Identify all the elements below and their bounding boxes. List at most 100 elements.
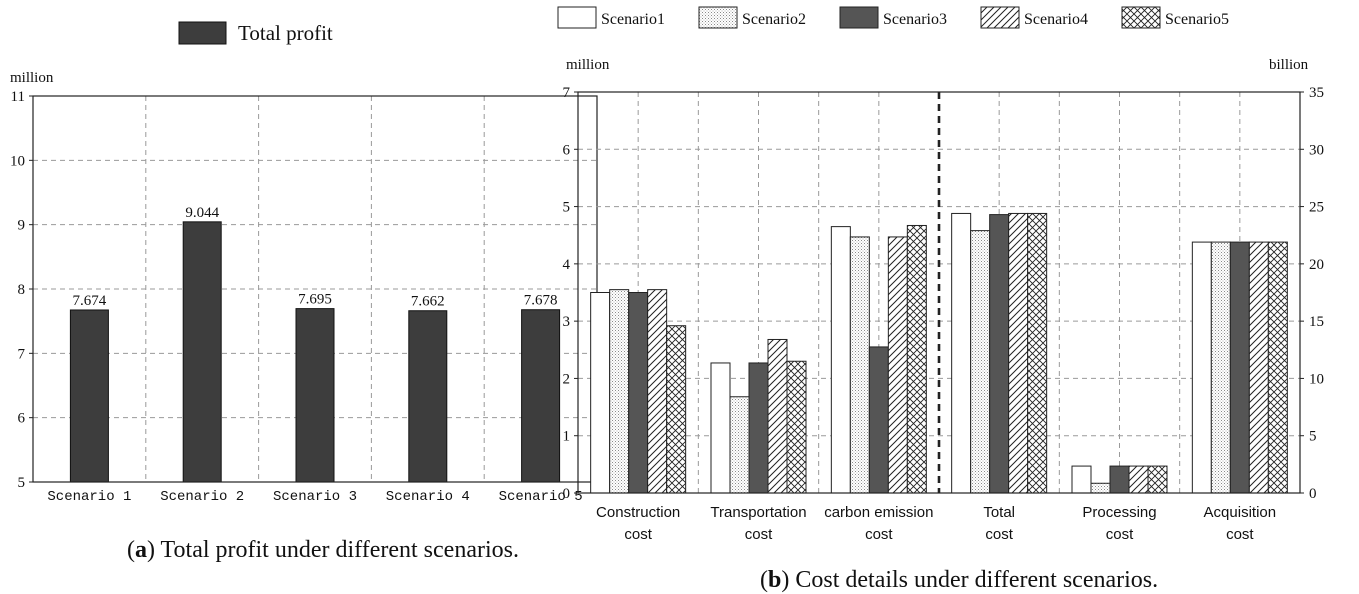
- bar-scenario-3: [295, 308, 335, 483]
- bar-scenario2-carbon-emission: [849, 236, 870, 494]
- caption-a: (a) Total profit under different scenari…: [127, 537, 519, 563]
- bar-scenario-4: [408, 310, 448, 483]
- y-axis-left-ticks: 0 1 2 3 4 5 6 7: [563, 85, 578, 502]
- bar-scenario4-acquisition: [1248, 241, 1269, 494]
- y-tick-label: 2: [563, 371, 571, 387]
- data-label: 7.678: [524, 293, 558, 309]
- bar-scenario4-carbon-emission: [887, 236, 908, 494]
- bar-scenario3-construction: [628, 292, 649, 494]
- caption-a-letter: a: [135, 537, 147, 563]
- y-tick-label: 9: [18, 218, 26, 234]
- y-tick-label: 6: [18, 411, 26, 427]
- y-right-tick-label: 0: [1309, 486, 1317, 502]
- bar-scenario1-acquisition: [1191, 241, 1212, 494]
- bar-scenario1-total: [951, 212, 972, 494]
- y-axis-ticks: 5 6 7 8 9 10 11: [10, 89, 33, 491]
- x-tick-label: Scenario 1: [47, 489, 131, 505]
- bar-scenario5-construction: [666, 325, 687, 494]
- y-tick-label: 0: [563, 486, 571, 502]
- y-axis-left-unit-label: million: [566, 57, 610, 73]
- x-tick-label: cost: [624, 526, 652, 543]
- bar-scenario2-acquisition: [1210, 241, 1231, 494]
- y-right-tick-label: 15: [1309, 314, 1324, 330]
- data-label: 7.674: [73, 293, 107, 309]
- bar-scenario4-construction: [647, 289, 668, 494]
- bar-scenario2-total: [970, 230, 991, 494]
- data-labels: 7.674 9.044 7.695 7.662 7.678: [73, 205, 558, 310]
- x-tick-label: Scenario 4: [386, 489, 470, 505]
- x-tick-label: Transportation: [710, 504, 806, 521]
- x-tick-label: cost: [1106, 526, 1134, 543]
- x-tick-label: carbon emission: [824, 504, 933, 521]
- x-tick-label: Scenario 3: [273, 489, 357, 505]
- legend-label-scenario2: Scenario2: [742, 11, 806, 28]
- y-tick-label: 7: [563, 85, 571, 101]
- legend-label-total-profit: Total profit: [238, 21, 333, 45]
- y-tick-label: 5: [18, 475, 26, 491]
- bars: [590, 212, 1288, 494]
- y-tick-label: 3: [563, 314, 571, 330]
- y-right-tick-label: 30: [1309, 142, 1324, 158]
- y-right-tick-label: 25: [1309, 200, 1324, 216]
- bar-scenario4-transportation: [767, 338, 788, 494]
- legend-swatch-scenario3: [839, 6, 879, 29]
- x-tick-label: cost: [985, 526, 1013, 543]
- bar-scenario1-construction: [590, 292, 611, 494]
- y-tick-label: 5: [563, 200, 571, 216]
- bar-scenario3-carbon-emission: [868, 346, 889, 494]
- bar-scenario-2: [182, 221, 222, 483]
- y-tick-label: 8: [18, 282, 26, 298]
- x-tick-label: Processing: [1082, 504, 1156, 521]
- bar-scenario5-total: [1027, 212, 1048, 494]
- legend-swatch-total-profit: [178, 21, 227, 45]
- plot-frame: [577, 91, 1301, 494]
- y-tick-label: 7: [18, 346, 26, 362]
- x-tick-label: Scenario 2: [160, 489, 244, 505]
- legend-swatch-scenario1: [557, 6, 597, 29]
- bar-scenario2-construction: [609, 289, 630, 494]
- x-tick-label: Acquisition: [1204, 504, 1277, 521]
- y-tick-label: 4: [563, 257, 571, 273]
- bar-scenario3-acquisition: [1229, 241, 1250, 494]
- bar-scenario-1: [69, 309, 109, 483]
- bar-scenario5-acquisition: [1267, 241, 1288, 494]
- data-label: 9.044: [185, 205, 219, 221]
- bar-scenario3-processing: [1109, 465, 1130, 494]
- y-axis-right-unit-label: billion: [1269, 57, 1309, 73]
- bar-scenario2-transportation: [729, 396, 750, 494]
- legend-label-scenario4: Scenario4: [1024, 11, 1088, 28]
- bar-scenario1-processing: [1071, 465, 1092, 494]
- caption-b: (b) Cost details under different scenari…: [760, 567, 1158, 593]
- y-right-tick-label: 20: [1309, 257, 1324, 273]
- y-tick-label: 6: [563, 142, 571, 158]
- bar-scenario4-processing: [1128, 465, 1149, 494]
- y-right-tick-label: 10: [1309, 371, 1324, 387]
- y-axis-unit-label: million: [10, 70, 54, 86]
- data-label: 7.662: [411, 294, 445, 310]
- y-right-tick-label: 5: [1309, 429, 1317, 445]
- legend-swatch-scenario2: [698, 6, 738, 29]
- y-right-tick-label: 35: [1309, 85, 1324, 101]
- bar-scenario3-total: [989, 214, 1010, 494]
- cost-details-chart: Scenario1 Scenario2 Scenario3 Scenario4 Scen…: [557, 6, 1324, 593]
- x-axis-ticks: Construction cost Transportation cost carbon…: [596, 504, 1276, 543]
- x-axis-ticks: Scenario 1 Scenario 2 Scenario 3 Scenario 4…: [47, 489, 582, 505]
- x-tick-label: cost: [745, 526, 773, 543]
- x-tick-label: Construction: [596, 504, 680, 521]
- legend-label-scenario3: Scenario3: [883, 11, 947, 28]
- bar-scenario5-transportation: [786, 360, 807, 494]
- bar-scenario4-total: [1008, 212, 1029, 494]
- y-tick-label: 10: [10, 153, 25, 169]
- bar-scenario1-transportation: [710, 362, 731, 494]
- bar-scenario-5: [521, 309, 561, 483]
- bar-scenario2-processing: [1090, 482, 1111, 494]
- legend-label-scenario5: Scenario5: [1165, 11, 1229, 28]
- bars: [69, 221, 561, 483]
- x-tick-label: cost: [865, 526, 893, 543]
- legend: Scenario1 Scenario2 Scenario3 Scenario4 Scen…: [557, 6, 1229, 29]
- caption-b-text: ) Cost details under different scenarios…: [781, 567, 1158, 593]
- caption-b-letter: b: [768, 567, 781, 593]
- bar-scenario5-processing: [1147, 465, 1168, 494]
